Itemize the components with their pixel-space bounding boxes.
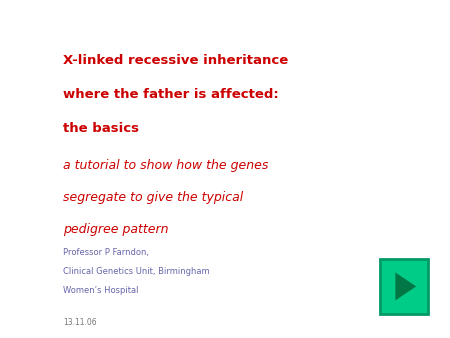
Text: Clinical Genetics Unit, Birmingham: Clinical Genetics Unit, Birmingham <box>63 267 210 276</box>
Text: X-linked recessive inheritance: X-linked recessive inheritance <box>63 54 288 67</box>
Text: Women’s Hospital: Women’s Hospital <box>63 286 139 295</box>
Text: where the father is affected:: where the father is affected: <box>63 88 279 101</box>
Text: the basics: the basics <box>63 122 139 135</box>
Polygon shape <box>396 272 416 300</box>
Text: Professor P Farndon,: Professor P Farndon, <box>63 248 149 258</box>
Text: a tutorial to show how the genes: a tutorial to show how the genes <box>63 159 268 172</box>
Text: pedigree pattern: pedigree pattern <box>63 223 168 236</box>
Bar <box>380 259 428 314</box>
Text: 13.11.06: 13.11.06 <box>63 318 97 327</box>
Text: segregate to give the typical: segregate to give the typical <box>63 191 243 204</box>
